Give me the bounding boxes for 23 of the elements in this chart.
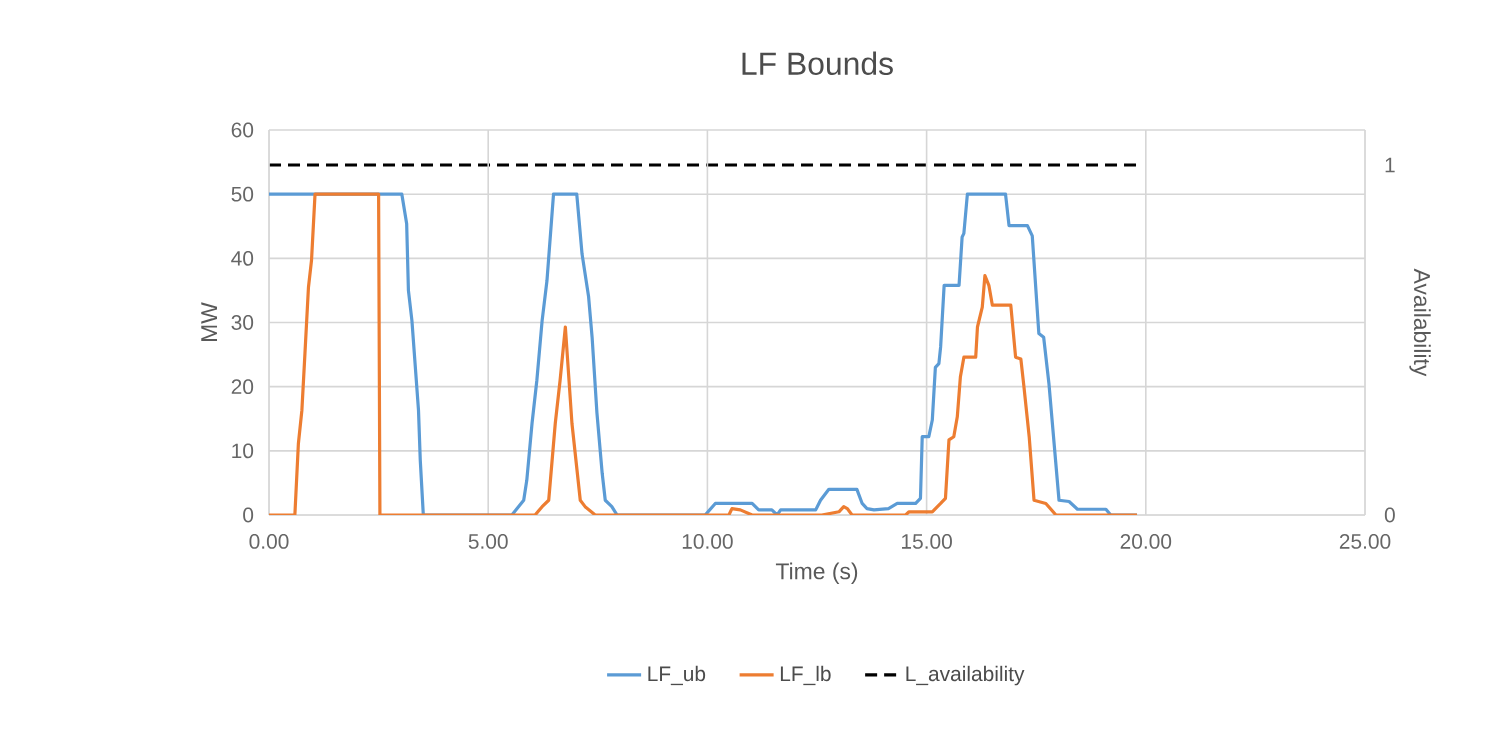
y-tick-label: 40 (231, 250, 254, 266)
x-tick-label: 10.00 (682, 534, 733, 549)
x-tick-label: 15.00 (902, 534, 952, 549)
x-tick-label: 0.00 (249, 534, 289, 549)
y2-tick-label: 1 (1385, 157, 1395, 173)
y-axis-title: MW (201, 302, 218, 341)
chart-title: LF Bounds (742, 51, 893, 76)
line-series (269, 192, 1139, 515)
y-tick-label: 50 (231, 186, 254, 202)
y-tick-label: 20 (231, 379, 254, 395)
legend-label: LF_ub (648, 665, 706, 686)
y2-tick-label: 0 (1384, 507, 1395, 523)
x-tick-label: 20.00 (1120, 534, 1172, 549)
y-tick-label: 10 (232, 443, 254, 459)
x-axis-title: Time (s) (775, 562, 858, 584)
y-tick-label: 30 (231, 315, 254, 330)
y2-axis-title: Availability (1409, 268, 1431, 377)
legend-label: L_availability (906, 665, 1025, 686)
legend-label: LF_lb (780, 665, 831, 686)
x-tick-label: 25.00 (1339, 534, 1391, 549)
x-tick-label: 5.00 (468, 534, 508, 549)
y-tick-label: 0 (243, 507, 254, 523)
y-tick-label: 60 (231, 122, 254, 138)
